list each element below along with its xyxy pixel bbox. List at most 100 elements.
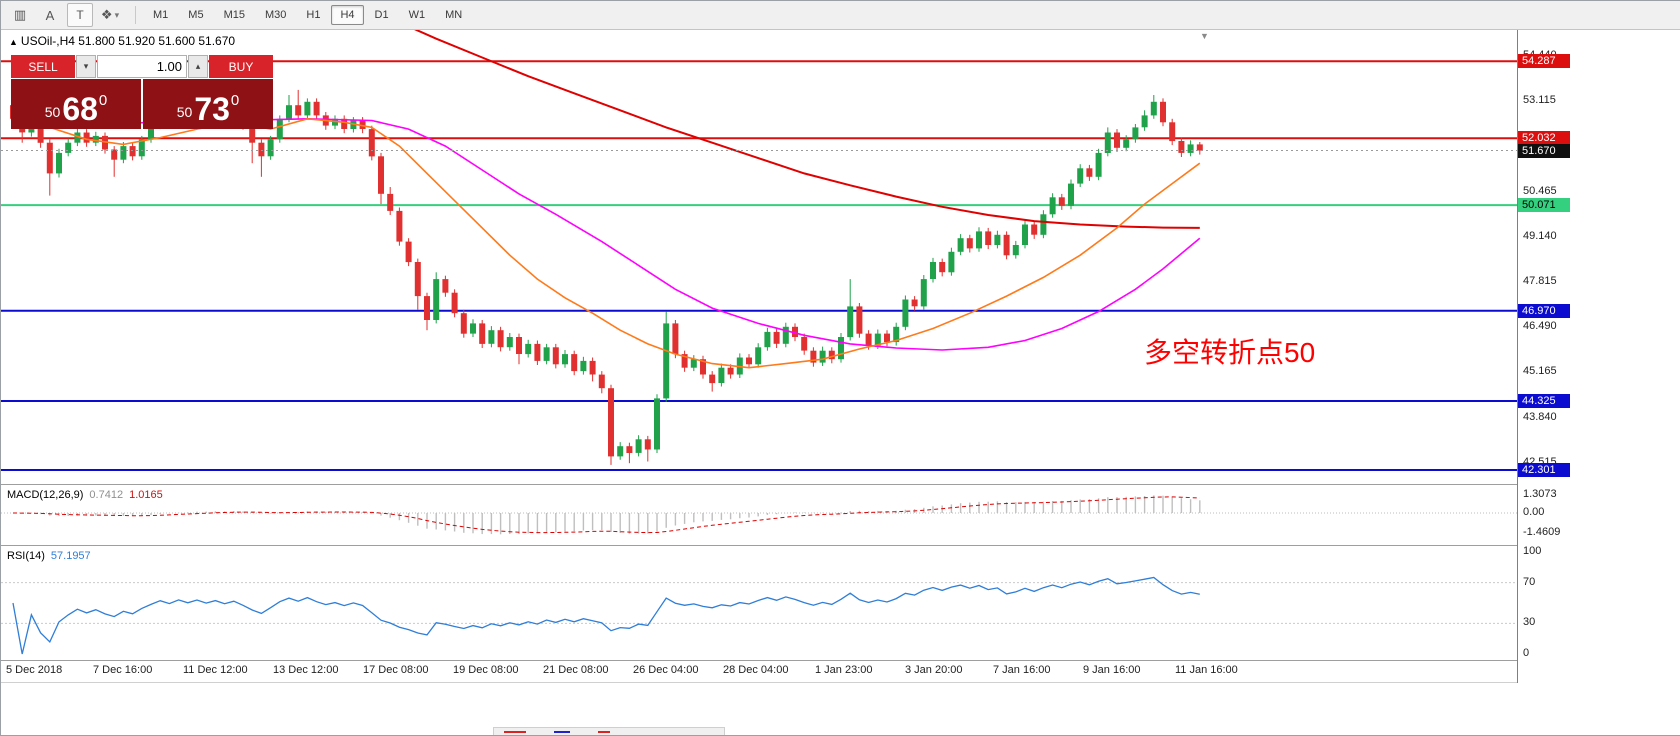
one-click-toggle-icon[interactable]: ▲ (9, 37, 18, 47)
candle (368, 125, 375, 161)
candle (755, 343, 762, 368)
time-axis-label: 19 Dec 08:00 (453, 664, 519, 676)
timeframe-button-d1[interactable]: D1 (374, 9, 389, 21)
text-label-tool-button[interactable]: A (45, 7, 55, 23)
toolbar-separator (135, 6, 136, 24)
candle (138, 135, 145, 160)
candle (663, 311, 670, 402)
candle (1150, 95, 1157, 119)
cropped-ui-fragment (493, 727, 725, 735)
time-axis-label: 11 Dec 12:00 (183, 664, 248, 676)
time-axis-label: 21 Dec 08:00 (543, 664, 609, 676)
candle (727, 364, 734, 379)
candle (856, 303, 863, 338)
candle (65, 138, 72, 157)
candle (948, 247, 955, 276)
candle (1068, 179, 1074, 210)
rsi-line (12, 576, 1200, 655)
price-axis-tick: 50.465 (1523, 184, 1557, 197)
price-axis[interactable] (1518, 29, 1680, 683)
candle (976, 227, 982, 252)
volume-input[interactable] (97, 55, 187, 78)
price-level-badge: 44.325 (1518, 393, 1570, 408)
candle (626, 442, 633, 464)
sell-price-button[interactable]: 50 68 0 (11, 79, 141, 129)
rsi-axis-tick: 30 (1523, 616, 1536, 629)
fragment-mark (554, 730, 570, 733)
candle (516, 333, 522, 365)
current-price-badge: 51.670 (1518, 143, 1570, 158)
candle (773, 328, 780, 348)
pane-separator[interactable] (1, 545, 1517, 546)
macd-signal-value: 1.0165 (129, 489, 163, 501)
text-tool-button[interactable]: T (67, 3, 93, 27)
timeframe-button-w1[interactable]: W1 (408, 9, 426, 21)
sell-price-sup: 0 (98, 92, 108, 109)
volume-decrease-button[interactable]: ▾ (76, 55, 96, 78)
macd-indicator-label: MACD(12,26,9) 0.7412 1.0165 (7, 489, 163, 501)
price-level-badge: 52.032 (1518, 131, 1570, 146)
candle (1003, 231, 1010, 260)
candle (1086, 164, 1093, 181)
timeframe-button-m15[interactable]: M15 (223, 9, 245, 21)
rsi-name: RSI(14) (7, 550, 45, 562)
candle (580, 356, 587, 375)
macd-axis-tick: 0.00 (1523, 506, 1545, 518)
shapes-tool-button[interactable]: ❖ ▾ (97, 3, 123, 27)
candle (534, 340, 541, 365)
buy-button[interactable]: BUY (209, 55, 273, 78)
candle (451, 289, 458, 318)
macd-pane-canvas[interactable] (1, 485, 1517, 545)
candle (258, 139, 265, 177)
rsi-pane-canvas[interactable] (1, 546, 1517, 660)
candle (396, 207, 403, 246)
price-chart-canvas[interactable] (1, 29, 1517, 484)
candle (1040, 210, 1047, 239)
candle (654, 394, 660, 453)
candle (313, 98, 320, 120)
candle (1196, 142, 1203, 155)
candle (920, 275, 927, 310)
pane-separator[interactable] (1, 660, 1517, 661)
fragment-mark (504, 730, 526, 733)
pane-separator[interactable] (1, 484, 1517, 485)
candle (304, 98, 311, 119)
candle (672, 320, 679, 359)
candle (120, 142, 127, 164)
candle (1077, 164, 1084, 187)
time-axis-label: 3 Jan 20:00 (905, 664, 963, 676)
candle (930, 257, 936, 283)
chevron-down-icon: ▾ (114, 9, 120, 20)
candle (1123, 135, 1130, 152)
candle (746, 354, 752, 369)
candle (295, 89, 302, 120)
ma-line-slow-magenta (12, 117, 1201, 351)
buy-price-button[interactable]: 50 73 0 (143, 79, 273, 129)
buy-price-big: 73 (194, 91, 230, 128)
sell-price-big: 68 (62, 91, 98, 128)
timeframe-button-h1[interactable]: H1 (306, 9, 321, 21)
toolbar: ▥ A T ❖ ▾ M1 M5 M15 M30 H1 H4 D1 W1 MN (1, 1, 1680, 30)
timeframe-button-mn[interactable]: MN (445, 9, 463, 21)
time-axis[interactable]: 5 Dec 2018 7 Dec 16:00 11 Dec 12:00 13 Dec … (1, 661, 1517, 682)
candle (525, 339, 532, 358)
volume-increase-button[interactable]: ▴ (188, 55, 208, 78)
candle (709, 371, 716, 392)
time-axis-label: 7 Jan 16:00 (993, 664, 1051, 676)
timeframe-button-m30[interactable]: M30 (264, 9, 287, 21)
time-axis-label: 5 Dec 2018 (6, 664, 63, 676)
candle (1178, 137, 1185, 157)
timeframe-button-h4[interactable]: H4 (331, 5, 364, 25)
candle (1022, 220, 1028, 249)
sell-button[interactable]: SELL (11, 55, 75, 78)
time-axis-label: 1 Jan 23:00 (815, 664, 873, 676)
rsi-value: 57.1957 (50, 550, 91, 562)
candle (414, 258, 421, 310)
candle (286, 95, 292, 123)
pattern-tool-button[interactable]: ▥ (7, 3, 33, 27)
price-axis-tick: 43.840 (1523, 410, 1557, 423)
chart-shift-marker-icon[interactable]: ▼ (1200, 31, 1209, 41)
timeframe-button-m5[interactable]: M5 (188, 9, 204, 21)
candle (1095, 148, 1102, 181)
timeframe-button-m1[interactable]: M1 (153, 9, 169, 21)
